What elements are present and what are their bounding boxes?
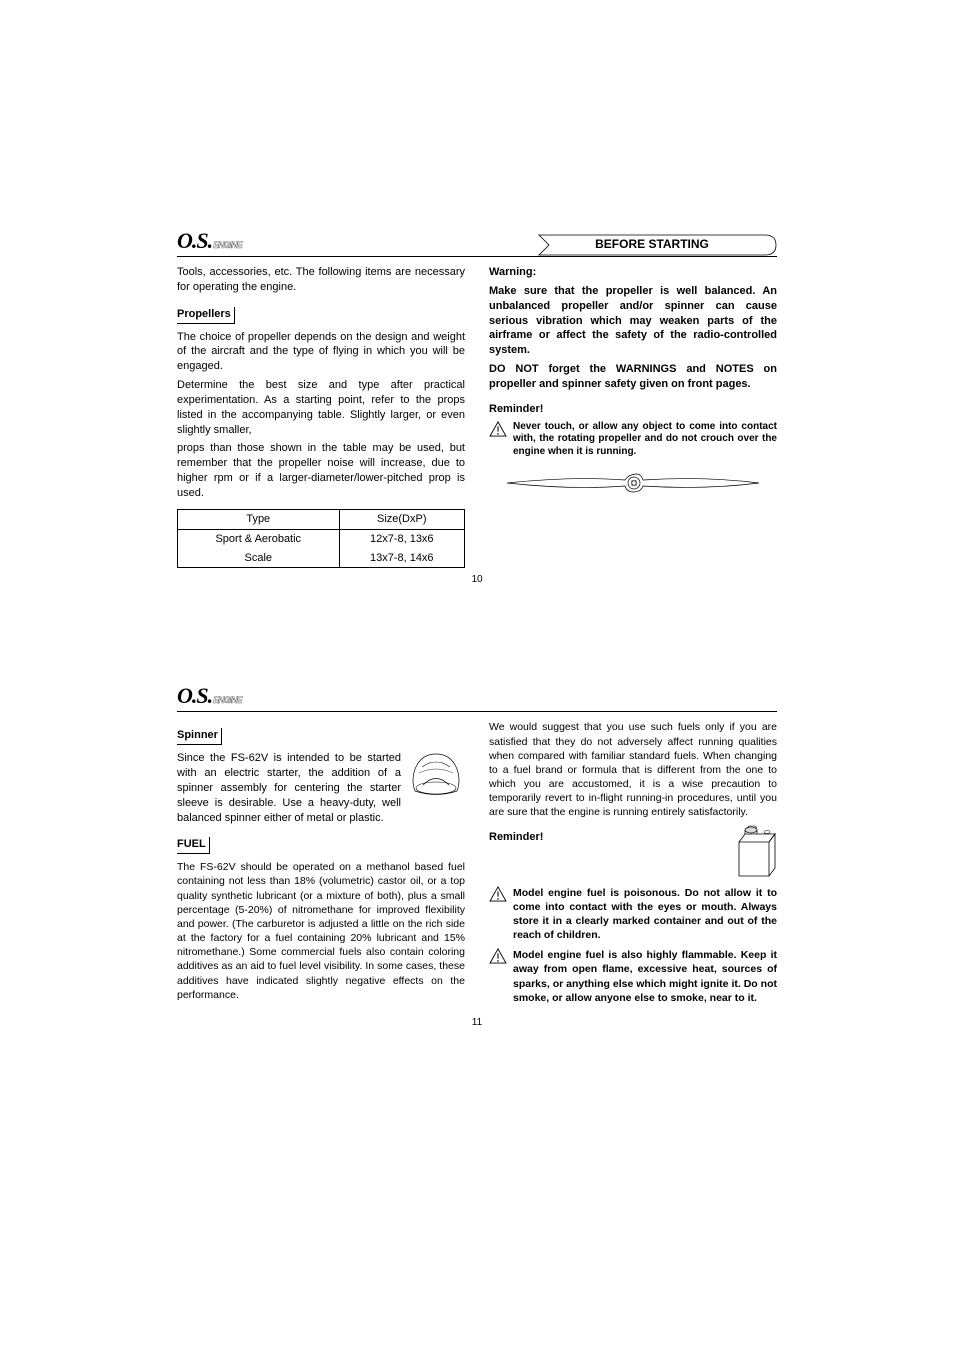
page11-header: O.S.ENGINE <box>177 685 777 707</box>
row1-size: 12x7-8, 13x6 <box>339 529 464 548</box>
spinner-label: Spinner <box>177 728 222 745</box>
header-title: BEFORE STARTING <box>527 237 777 251</box>
propellers-label: Propellers <box>177 307 235 324</box>
propellers-p3: props than those shown in the table may … <box>177 441 465 500</box>
warn-block-2: Model engine fuel is also highly flammab… <box>489 948 777 1005</box>
col-type: Type <box>178 509 340 529</box>
header-rule <box>177 711 777 712</box>
page11-left-col: Spinner Since the FS-62V is intended to … <box>177 720 465 1011</box>
row2-type: Scale <box>178 549 340 568</box>
reminder-head: Reminder! <box>489 402 777 417</box>
page-11-sheet: O.S.ENGINE Spinner Since the FS-62V is i… <box>177 685 777 1028</box>
header-rule <box>177 256 777 257</box>
fuel-text: The FS-62V should be operated on a metha… <box>177 860 465 1002</box>
propellers-p1: The choice of propeller depends on the d… <box>177 330 465 375</box>
logo-main: O.S. <box>177 683 212 708</box>
page10-columns: Tools, accessories, etc. The following i… <box>177 265 777 568</box>
warning-body1: Make sure that the propeller is well bal… <box>489 284 777 358</box>
page11-right-col: We would suggest that you use such fuels… <box>489 720 777 1011</box>
page10-left-col: Tools, accessories, etc. The following i… <box>177 265 465 568</box>
logo-sub: ENGINE <box>213 695 242 705</box>
spinner-illustration <box>407 751 465 799</box>
warning-triangle-icon <box>489 886 507 902</box>
row1-type: Sport & Aerobatic <box>178 529 340 548</box>
intro-text: Tools, accessories, etc. The following i… <box>177 265 465 295</box>
page-number-10: 10 <box>177 574 777 585</box>
warning-triangle-icon <box>489 948 507 964</box>
warning-head: Warning: <box>489 265 777 280</box>
table-row: Sport & Aerobatic 12x7-8, 13x6 <box>178 529 465 548</box>
row2-size: 13x7-8, 14x6 <box>339 549 464 568</box>
warning-triangle-icon <box>489 421 507 437</box>
page10-right-col: Warning: Make sure that the propeller is… <box>489 265 777 568</box>
fuel-can-illustration <box>731 824 777 880</box>
warning-body2: DO NOT forget the WARNINGS and NOTES on … <box>489 362 777 392</box>
table-row: Type Size(DxP) <box>178 509 465 529</box>
warn1-text: Model engine fuel is poisonous. Do not a… <box>513 886 777 943</box>
top-margin <box>177 0 777 230</box>
page-number-11: 11 <box>177 1017 777 1028</box>
reminder-block: Never touch, or allow any object to come… <box>489 421 777 459</box>
warn-block-1: Model engine fuel is poisonous. Do not a… <box>489 886 777 943</box>
spinner-block: Since the FS-62V is intended to be start… <box>177 751 465 829</box>
fuel-label: FUEL <box>177 837 210 854</box>
col-size: Size(DxP) <box>339 509 464 529</box>
reminder-text: Never touch, or allow any object to come… <box>513 421 777 459</box>
page-10-sheet: O.S.ENGINE BEFORE STARTING Tools, access… <box>177 0 777 585</box>
propellers-p2: Determine the best size and type after p… <box>177 378 465 437</box>
header-title-tab: BEFORE STARTING <box>527 234 777 256</box>
bottom-margin <box>0 1028 954 1088</box>
between-pages-space <box>0 585 954 685</box>
brand-logo: O.S.ENGINE <box>177 685 242 707</box>
warn2-text: Model engine fuel is also highly flammab… <box>513 948 777 1005</box>
table-row: Scale 13x7-8, 14x6 <box>178 549 465 568</box>
rcol-top: We would suggest that you use such fuels… <box>489 720 777 881</box>
propeller-table: Type Size(DxP) Sport & Aerobatic 12x7-8,… <box>177 509 465 569</box>
header-rule-wrap: BEFORE STARTING <box>177 234 777 257</box>
propeller-illustration <box>503 466 763 500</box>
page11-columns: Spinner Since the FS-62V is intended to … <box>177 720 777 1011</box>
rcol-p1: We would suggest that you use such fuels… <box>489 720 777 819</box>
